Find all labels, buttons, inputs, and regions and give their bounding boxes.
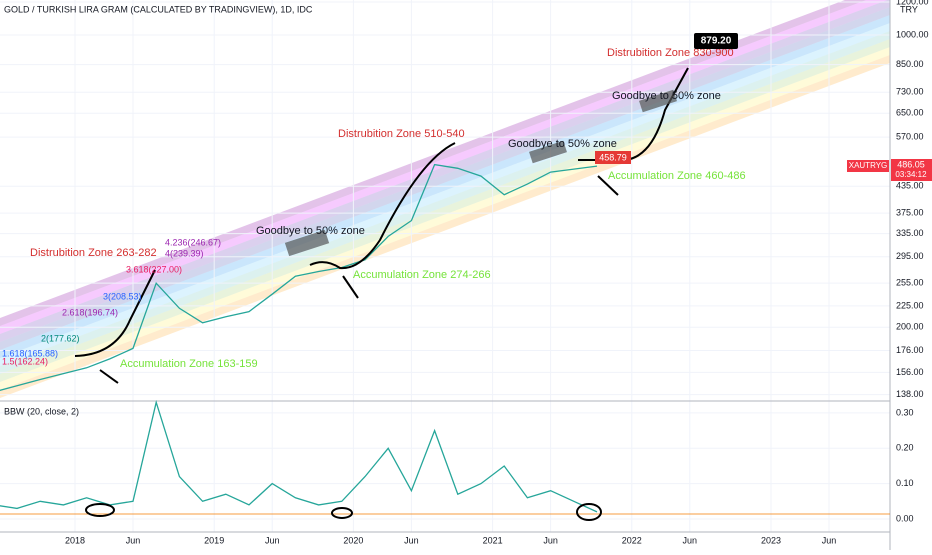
arrow (342, 275, 359, 299)
y-tick-label: 138.00 (896, 389, 924, 399)
fib-label: 1.618(165.88) (2, 348, 58, 358)
x-tick-label: 2023 (761, 535, 781, 545)
x-tick-label: Jun (265, 535, 280, 545)
y-tick-label: 0.30 (896, 407, 914, 417)
annotation: Distrubition Zone 830-900 (607, 47, 734, 59)
y-tick-label: 375.00 (896, 208, 924, 218)
y-tick-label: 435.00 (896, 181, 924, 191)
y-tick-label: 335.00 (896, 228, 924, 238)
x-tick-label: 2020 (343, 535, 363, 545)
x-tick-label: Jun (404, 535, 419, 545)
y-tick-label: 255.00 (896, 278, 924, 288)
target-tag (694, 33, 738, 49)
y-tick-label: 0.10 (896, 478, 914, 488)
y-tick-label: 225.00 (896, 300, 924, 310)
y-tick-label: 650.00 (896, 108, 924, 118)
fib-label: 4(239.39) (165, 248, 204, 258)
circle (576, 503, 602, 521)
fib-label: 3(208.53) (103, 291, 142, 301)
y-tick-label: 0.00 (896, 513, 914, 523)
bbw-title: BBW (20, close, 2) (4, 406, 79, 416)
arrow (99, 369, 119, 384)
target-label: 879.20 (701, 36, 732, 47)
x-tick-label: Jun (822, 535, 837, 545)
fib-label: 2(177.62) (41, 333, 80, 343)
symbol-tag (847, 160, 889, 172)
y-tick-label: 850.00 (896, 59, 924, 69)
circle (85, 503, 115, 517)
x-tick-label: 2018 (65, 535, 85, 545)
x-tick-label: 2022 (622, 535, 642, 545)
fib-label: 4.236(246.67) (165, 237, 221, 247)
last-tag (891, 159, 932, 181)
annotation: Goodbye to 50% zone (256, 225, 365, 237)
x-tick-label: 2021 (483, 535, 503, 545)
annotation: Goodbye to 50% zone (508, 138, 617, 150)
channel-band (0, 31, 890, 374)
arrow (597, 175, 619, 196)
annotation: Accumulation Zone 460-486 (608, 170, 746, 182)
x-tick-label: Jun (543, 535, 558, 545)
zone-box (284, 229, 330, 257)
arrow (74, 269, 156, 357)
zone-box (639, 89, 677, 113)
countdown: 03:34:12 (895, 170, 927, 179)
symbol-label: XAUTRYG (849, 161, 888, 170)
arrow (309, 142, 456, 270)
annotation: Accumulation Zone 163-159 (120, 358, 258, 370)
annotation: Goodbye to 50% zone (612, 90, 721, 102)
x-tick-label: Jun (683, 535, 698, 545)
channel-band (0, 47, 890, 390)
fib-labels: 4.236(246.67) 4(239.39) 3.618(227.00) 3(… (2, 237, 221, 366)
channel-band (0, 0, 888, 334)
circle (331, 507, 353, 519)
fib-label: 3.618(227.00) (126, 264, 182, 274)
y-tick-label: 1000.00 (896, 29, 929, 39)
zone-box (529, 140, 567, 164)
channel-band (0, 39, 890, 382)
y-tick-label: 730.00 (896, 87, 924, 97)
marker-label: 458.79 (599, 152, 627, 162)
x-tick-label: 2019 (204, 535, 224, 545)
series-line (0, 399, 598, 513)
plot (0, 163, 598, 513)
series-line (0, 163, 598, 391)
y-tick-label: 156.00 (896, 367, 924, 377)
grid (0, 0, 890, 532)
y-tick-label: 200.00 (896, 322, 924, 332)
y-tick-label: 1200.00 (896, 0, 929, 6)
currency: TRY (900, 4, 918, 14)
last-label: 486.05 (897, 159, 925, 169)
y-tick-label: 570.00 (896, 131, 924, 141)
fib-label: 2.618(196.74) (62, 307, 118, 317)
annotation: Distrubition Zone 263-282 (30, 247, 157, 259)
channel-band (0, 23, 890, 366)
y-tick-label: 295.00 (896, 251, 924, 261)
channel-band (0, 55, 890, 398)
fib-label: 1.5(162.24) (2, 356, 48, 366)
header-title: GOLD / TURKISH LIRA GRAM (CALCULATED BY … (4, 4, 313, 14)
annotation: Accumulation Zone 274-266 (353, 269, 491, 281)
y-tick-label: 176.00 (896, 345, 924, 355)
x-tick-label: Jun (126, 535, 141, 545)
channel-band (0, 0, 867, 326)
y-tick-label: 0.20 (896, 443, 914, 453)
annotation: Distrubition Zone 510-540 (338, 128, 465, 140)
marker-tag (595, 151, 631, 164)
